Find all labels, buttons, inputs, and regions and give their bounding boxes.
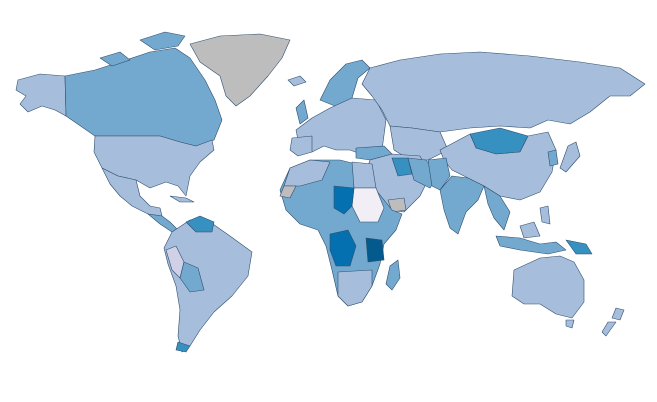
region	[439, 175, 485, 235]
region	[511, 255, 585, 319]
region	[559, 141, 581, 173]
region	[601, 321, 617, 337]
region	[337, 269, 373, 307]
region	[287, 75, 307, 87]
region	[163, 219, 253, 353]
region	[427, 157, 451, 191]
region	[389, 125, 449, 161]
region	[101, 167, 163, 217]
region	[565, 319, 575, 329]
region	[365, 237, 385, 263]
region	[391, 157, 413, 177]
region	[495, 235, 567, 255]
region	[519, 221, 541, 239]
region	[139, 31, 186, 51]
region	[169, 195, 195, 203]
region	[439, 131, 557, 201]
region	[539, 205, 551, 225]
region	[175, 341, 191, 353]
region	[329, 229, 357, 267]
region	[361, 51, 646, 133]
region	[99, 51, 131, 67]
region	[483, 185, 511, 231]
region	[295, 99, 309, 125]
region	[189, 33, 291, 107]
region	[185, 215, 215, 233]
region	[351, 161, 377, 189]
region	[279, 185, 297, 199]
region	[333, 185, 355, 215]
region	[289, 135, 313, 157]
region	[385, 259, 401, 291]
region	[547, 149, 559, 167]
region	[611, 307, 625, 321]
region	[179, 261, 205, 293]
region	[15, 73, 67, 117]
region	[565, 239, 593, 255]
